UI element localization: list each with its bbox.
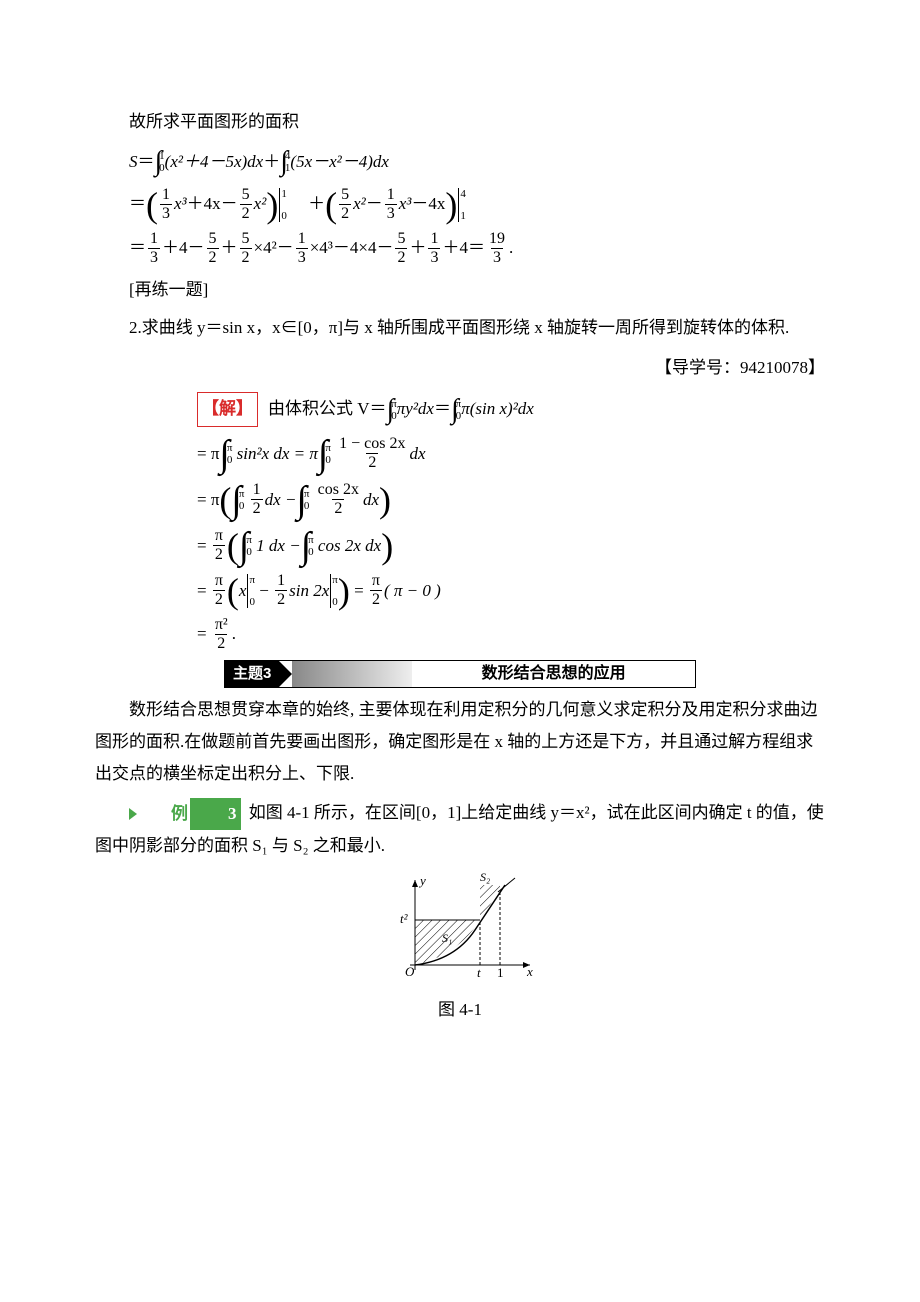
x-axis-label: x (526, 964, 533, 979)
eval-a: 10 (278, 188, 287, 222)
term-a: x³ (174, 188, 187, 220)
origin-label: O (405, 964, 415, 979)
solution-line2: = π ( ∫π0 12 dx − ∫π0 cos 2x2 dx ) (197, 481, 825, 519)
section-gradient (292, 661, 412, 687)
integral-a: ∫ 10 (155, 148, 165, 176)
eq-s-line3: ＝13 ＋4－ 52 ＋ 52 ×4²－ 13 ×4³－4×4－ 52 ＋ 13… (129, 231, 825, 266)
question-2: 2.求曲线 y＝sin x，x∈[0，π]与 x 轴所围成平面图形绕 x 轴旋转… (95, 312, 825, 344)
txt1: ＋4x－ (187, 188, 238, 220)
frac-d: 13 (385, 187, 397, 222)
t-label: t (477, 965, 481, 980)
retrain-heading: [再练一题] (95, 274, 825, 306)
example-marker: 例 3 (129, 798, 241, 830)
y-axis-label: y (418, 873, 426, 888)
intro-text: 故所求平面图形的面积 (95, 106, 825, 138)
eval-b: 41 (457, 188, 466, 222)
integral-b: ∫ 41 (280, 148, 290, 176)
term-b: x² (254, 188, 267, 220)
section-title: 数形结合思想的应用 (412, 661, 695, 687)
solution-line3: = π2 ( ∫π0 1 dx − ∫π0 cos 2x dx ) (197, 527, 825, 565)
expr-b: (5x－x²－4)dx (290, 146, 389, 178)
solution-line4: = π2 ( x π0 − 12 sin 2x π0 ) = π2 ( π − … (197, 573, 825, 609)
frac-c: 52 (339, 187, 351, 222)
lhs: S (129, 146, 138, 178)
term-c: x² (353, 188, 366, 220)
section-tab: 主题3 (225, 661, 279, 687)
minus2: －4x (411, 188, 445, 220)
paragraph-a: 数形结合思想贯穿本章的始终, 主要体现在利用定积分的几何意义求定积分及用定积分求… (95, 694, 825, 791)
expr-a: (x²＋4－5x)dx (165, 146, 264, 178)
page: 故所求平面图形的面积 S ＝ ∫ 10 (x²＋4－5x)dx ＋ ∫ 41 (… (0, 0, 920, 1302)
frac-a: 13 (160, 187, 172, 222)
section-header: 主题3 数形结合思想的应用 (224, 660, 696, 688)
example-3: 例 3 如图 4-1 所示，在区间[0，1]上给定曲线 y＝x²，试在此区间内确… (95, 797, 825, 863)
solution-line0: 【解】 由体积公式 V＝ ∫π0 πy²dx ＝ ∫π0 π(sin x)²dx (197, 392, 825, 426)
solution-label: 【解】 (197, 392, 258, 426)
section-arrow-icon (279, 661, 292, 687)
figure-4-1: y x O t 1 t² S₁ S₂ (95, 870, 825, 991)
triangle-icon (129, 808, 137, 820)
eq-s-line1: S ＝ ∫ 10 (x²＋4－5x)dx ＋ ∫ 41 (5x－x²－4)dx (129, 146, 825, 178)
frac-b: 52 (240, 187, 252, 222)
term-d: x³ (399, 188, 412, 220)
one-label: 1 (497, 965, 504, 980)
plus2: ＋ (308, 188, 325, 220)
eq-s-line2: ＝( 13 x³ ＋4x－ 52 x² ) 10 ＋ ( 52 x² － 13 … (129, 187, 825, 223)
figure-svg: y x O t 1 t² S₁ S₂ (380, 870, 540, 980)
eq-sign: ＝ (138, 146, 155, 178)
solution-line1: = π ∫π0 sin²x dx = π ∫π0 1 − cos 2x2 dx (197, 435, 825, 473)
guide-number: 【导学号：94210078】 (95, 352, 825, 384)
example-number: 3 (190, 798, 241, 830)
minus1: － (366, 188, 383, 220)
example-label: 例 (137, 798, 188, 830)
solution-line5: = π²2. (197, 617, 825, 652)
figure-caption: 图 4-1 (95, 994, 825, 1026)
s2-label: S₂ (480, 870, 490, 884)
plus: ＋ (263, 146, 280, 178)
t2-label: t² (400, 911, 409, 926)
s1-label: S₁ (442, 931, 452, 945)
